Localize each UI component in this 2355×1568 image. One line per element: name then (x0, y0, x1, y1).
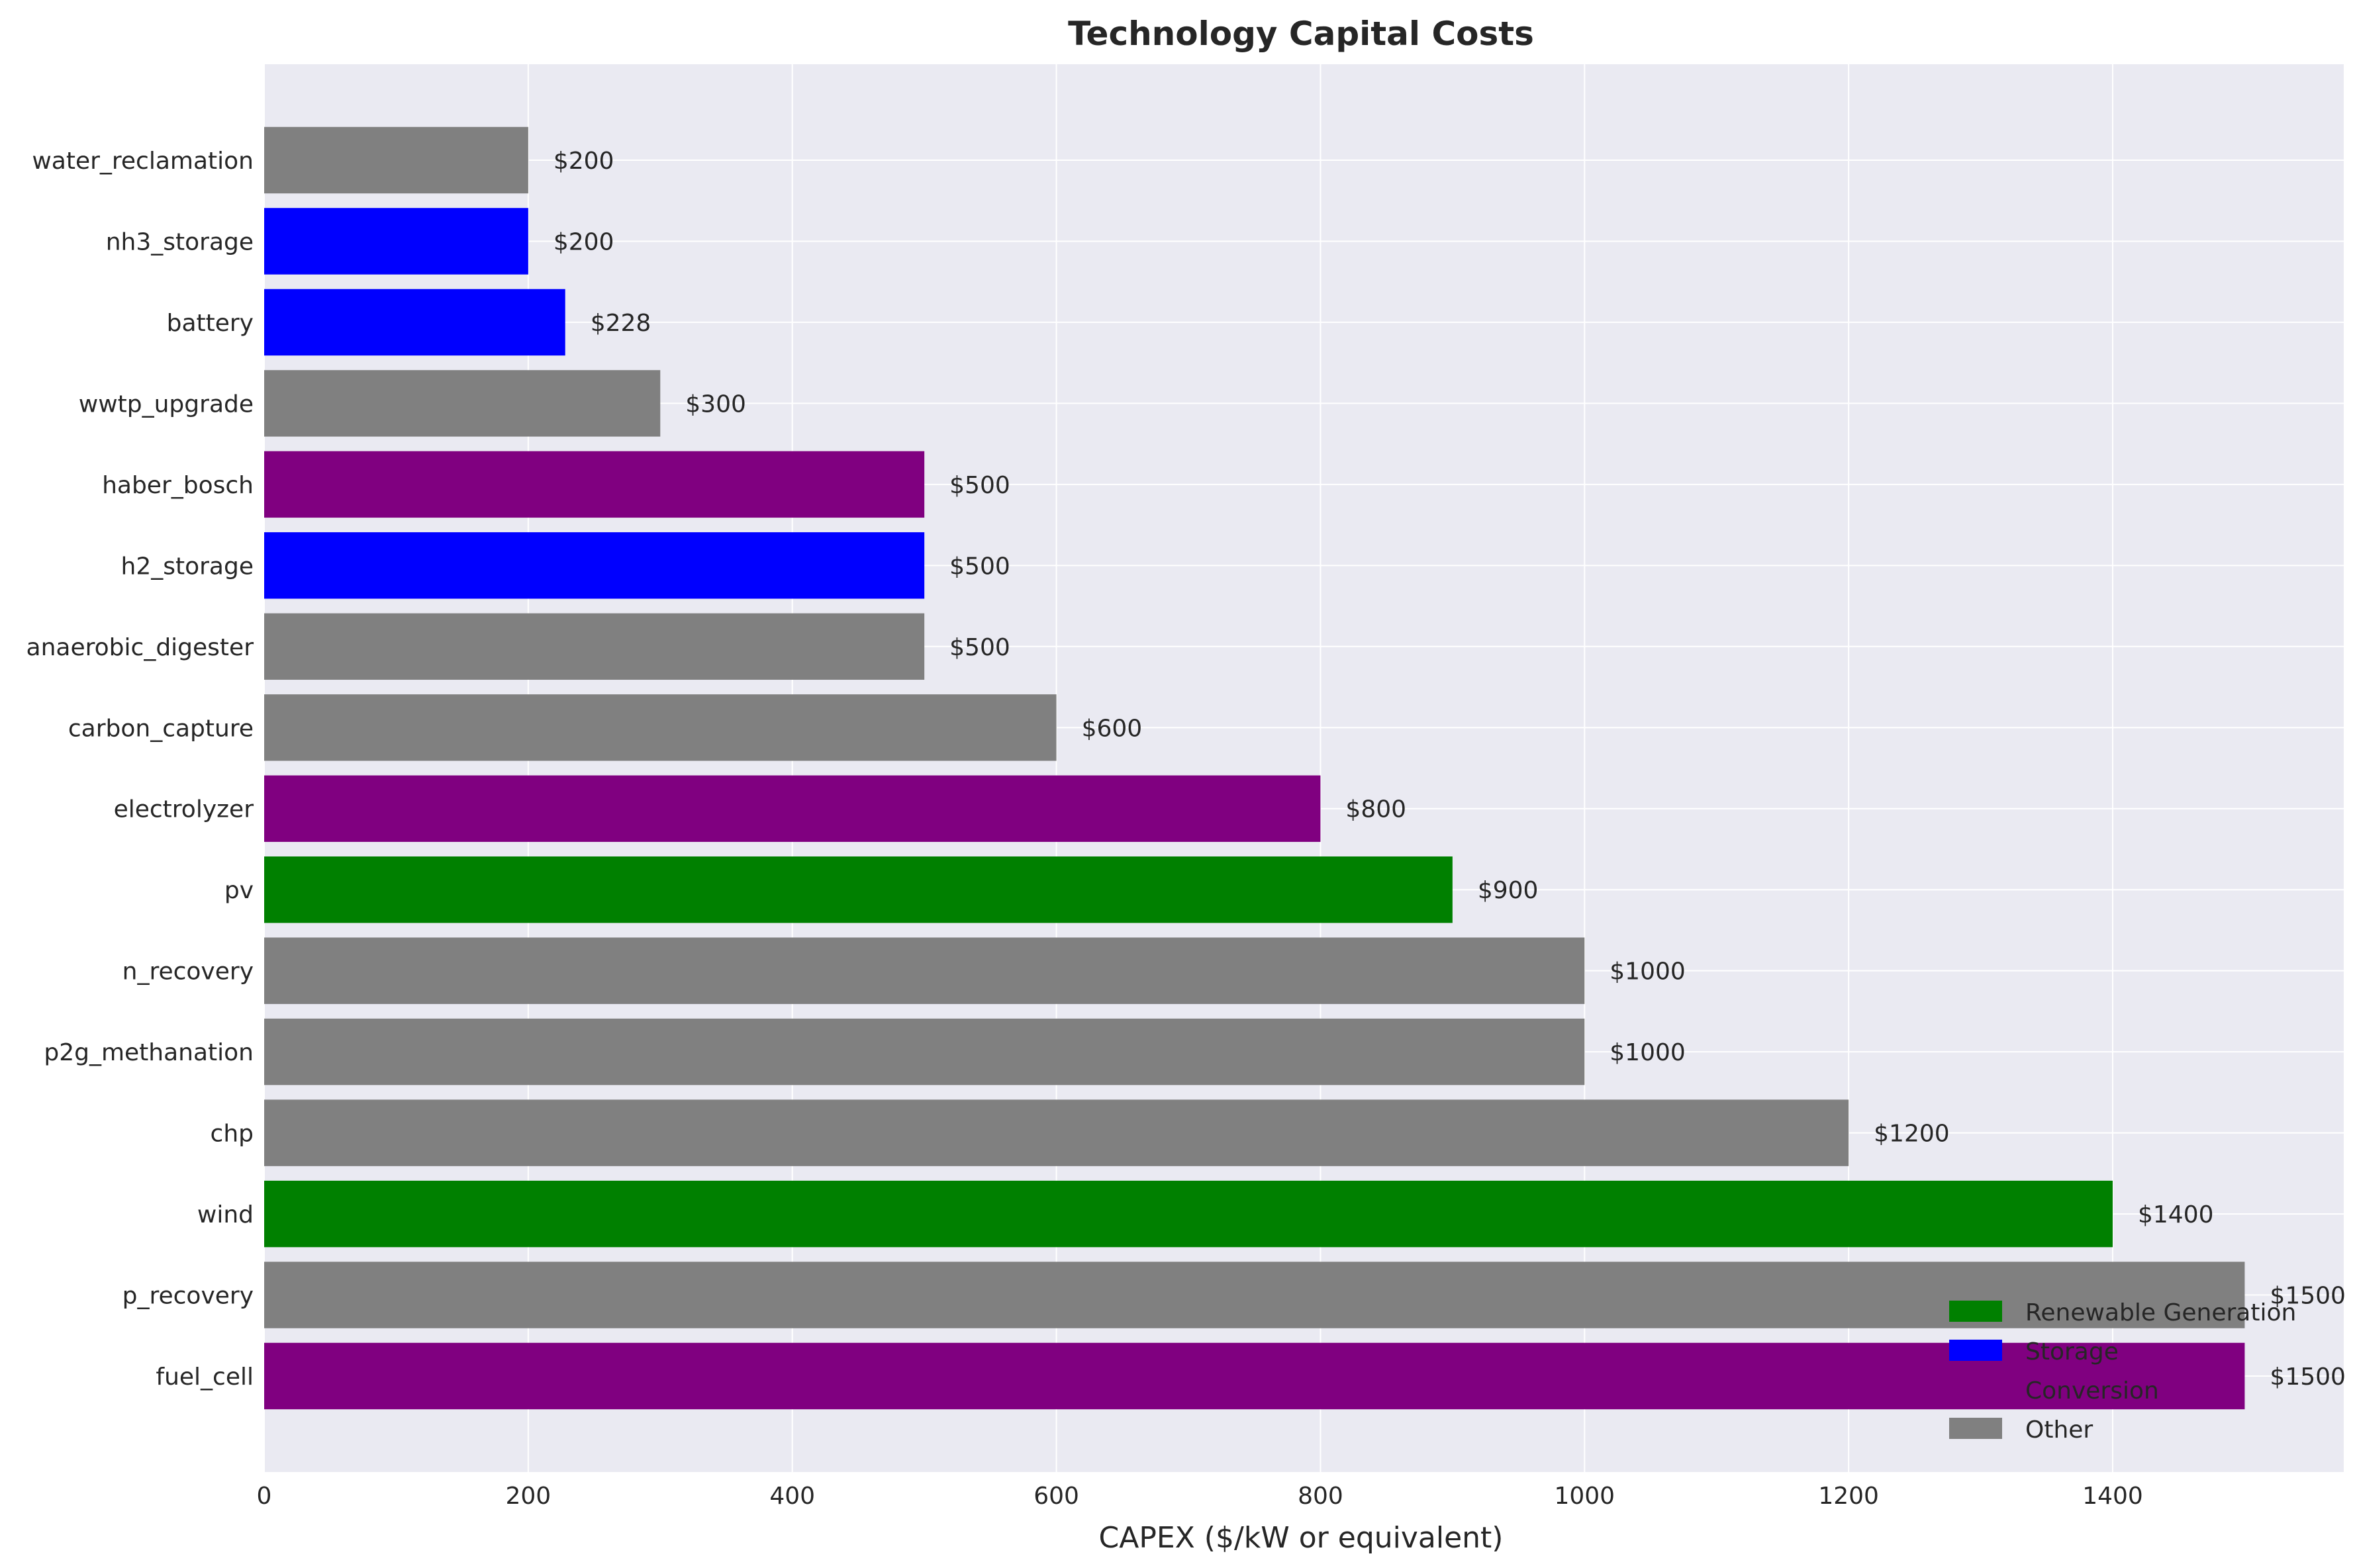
legend-label: Conversion (2025, 1377, 2159, 1405)
value-label-wind: $1400 (2138, 1201, 2214, 1228)
legend: Renewable Generation Storage Conversion Oth… (1949, 1299, 2296, 1444)
x-tick-label: 1000 (1554, 1483, 1615, 1510)
value-label-p_recovery: $1500 (2270, 1283, 2346, 1310)
bar-anaerobic_digester (264, 613, 925, 680)
value-label-nh3_storage: $200 (553, 228, 614, 255)
value-label-haber_bosch: $500 (949, 472, 1010, 499)
y-tick-label-p2g_methanation: p2g_methanation (44, 1039, 254, 1066)
value-label-chp: $1200 (1874, 1121, 1950, 1148)
y-tick-label-n_recovery: n_recovery (122, 958, 254, 986)
value-label-water_reclamation: $200 (553, 148, 614, 175)
legend-swatch (1949, 1340, 2002, 1361)
value-label-n_recovery: $1000 (1610, 958, 1686, 986)
bar-water_reclamation (264, 126, 528, 194)
y-tick-label-electrolyzer: electrolyzer (114, 796, 254, 823)
x-tick-label: 200 (505, 1483, 551, 1510)
legend-swatch (1949, 1379, 2002, 1400)
y-tick-label-fuel_cell: fuel_cell (156, 1363, 254, 1391)
y-tick-label-nh3_storage: nh3_storage (106, 228, 254, 255)
bar-carbon_capture (264, 694, 1057, 761)
value-label-wwtp_upgrade: $300 (685, 391, 746, 418)
plot-background (264, 64, 2344, 1472)
x-tick-label: 800 (1298, 1483, 1343, 1510)
x-tick-labels: 0 200 400 600 800 1000 1200 1400 (257, 1483, 2143, 1510)
value-label-electrolyzer: $800 (1345, 796, 1406, 823)
y-tick-label-pv: pv (224, 877, 254, 904)
legend-label: Renewable Generation (2025, 1299, 2296, 1326)
y-tick-label-haber_bosch: haber_bosch (102, 472, 254, 499)
x-tick-label: 1400 (2082, 1483, 2143, 1510)
bar-haber_bosch (264, 451, 925, 518)
y-tick-label-chp: chp (211, 1121, 254, 1148)
bar-h2_storage (264, 532, 925, 599)
value-label-p2g_methanation: $1000 (1610, 1039, 1686, 1066)
bar-nh3_storage (264, 208, 528, 275)
x-axis-label: CAPEX ($/kW or equivalent) (1099, 1521, 1504, 1555)
x-tick-label: 400 (769, 1483, 815, 1510)
bars (264, 126, 2245, 1410)
value-label-battery: $228 (591, 310, 651, 337)
y-tick-label-wwtp_upgrade: wwtp_upgrade (79, 391, 254, 418)
value-label-pv: $900 (1478, 877, 1539, 904)
y-tick-label-p_recovery: p_recovery (122, 1283, 254, 1310)
bar-wwtp_upgrade (264, 370, 661, 437)
y-tick-label-anaerobic_digester: anaerobic_digester (26, 634, 254, 661)
value-label-carbon_capture: $600 (1082, 715, 1143, 742)
y-tick-label-carbon_capture: carbon_capture (68, 715, 254, 742)
legend-label: Other (2025, 1416, 2093, 1444)
y-tick-label-wind: wind (197, 1201, 254, 1228)
legend-swatch (1949, 1418, 2002, 1439)
bar-fuel_cell (264, 1342, 2245, 1410)
bar-p2g_methanation (264, 1018, 1585, 1085)
x-tick-label: 0 (257, 1483, 272, 1510)
bar-chp (264, 1099, 1849, 1166)
y-tick-label-water_reclamation: water_reclamation (32, 148, 254, 175)
bar-battery (264, 289, 565, 356)
y-tick-label-h2_storage: h2_storage (121, 553, 254, 580)
chart-title: Technology Capital Costs (1068, 15, 1534, 53)
legend-label: Storage (2025, 1338, 2119, 1365)
bar-electrolyzer (264, 775, 1321, 842)
bar-p_recovery (264, 1262, 2245, 1328)
y-tick-label-battery: battery (167, 310, 254, 337)
value-label-fuel_cell: $1500 (2270, 1363, 2346, 1391)
value-labels: $200 $200 $228 $300 $500 $500 $500 $600 $800 $900… (553, 148, 2346, 1391)
value-label-h2_storage: $500 (949, 553, 1010, 580)
legend-swatch (1949, 1301, 2002, 1322)
x-tick-label: 600 (1033, 1483, 1079, 1510)
bar-pv (264, 856, 1453, 923)
bar-wind (264, 1180, 2113, 1248)
bar-n_recovery (264, 937, 1585, 1004)
value-label-anaerobic_digester: $500 (949, 634, 1010, 661)
x-tick-label: 1200 (1818, 1483, 1879, 1510)
